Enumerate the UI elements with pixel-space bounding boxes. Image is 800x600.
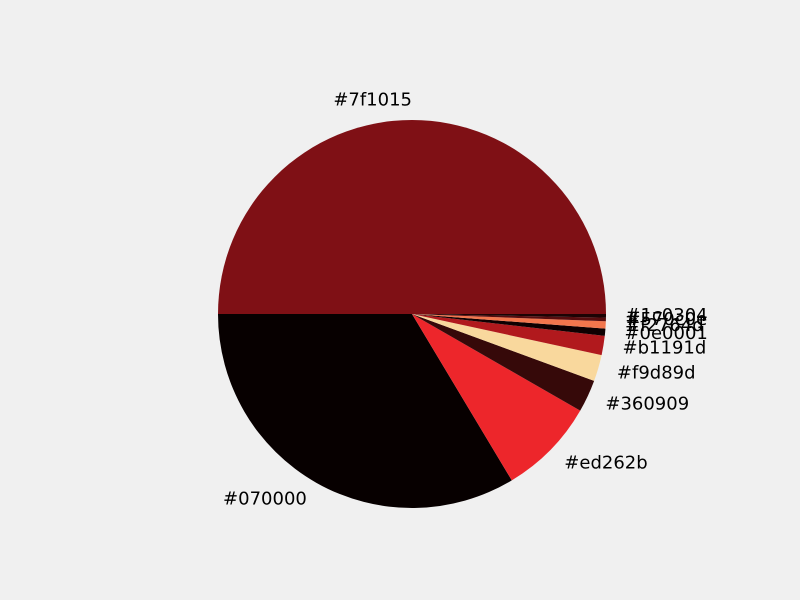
pie-slice bbox=[412, 314, 602, 381]
pie-slice-label: #070000 bbox=[223, 489, 307, 510]
pie-slice bbox=[412, 314, 606, 329]
pie-slices bbox=[218, 120, 606, 508]
pie-slice bbox=[412, 314, 606, 336]
pie-slice-label: #0e0001 bbox=[624, 323, 707, 344]
pie-slice bbox=[412, 314, 606, 318]
pie-slice-label: #360909 bbox=[605, 393, 689, 414]
pie-slice-label: #f2764d bbox=[625, 315, 704, 336]
pie-slice-label: #f9d89d bbox=[617, 363, 696, 384]
pie-slice-label: #b1191d bbox=[623, 338, 707, 359]
pie-slice-label: #7f1015 bbox=[333, 90, 412, 111]
pie-labels: #7f1015 #070000 #ed262b #360909 #f9d89d #b119… bbox=[223, 90, 708, 510]
pie-slice bbox=[412, 314, 581, 481]
pie-slice-label: #ed262b bbox=[564, 452, 647, 473]
pie-slice-label: #570c0e bbox=[625, 309, 707, 330]
pie-slice bbox=[412, 314, 595, 411]
pie-slice bbox=[412, 314, 606, 322]
pie-slice bbox=[412, 314, 605, 356]
pie-slice-label: #1c0304 bbox=[625, 305, 707, 326]
pie-slice bbox=[218, 120, 606, 314]
pie-slice bbox=[218, 314, 512, 508]
